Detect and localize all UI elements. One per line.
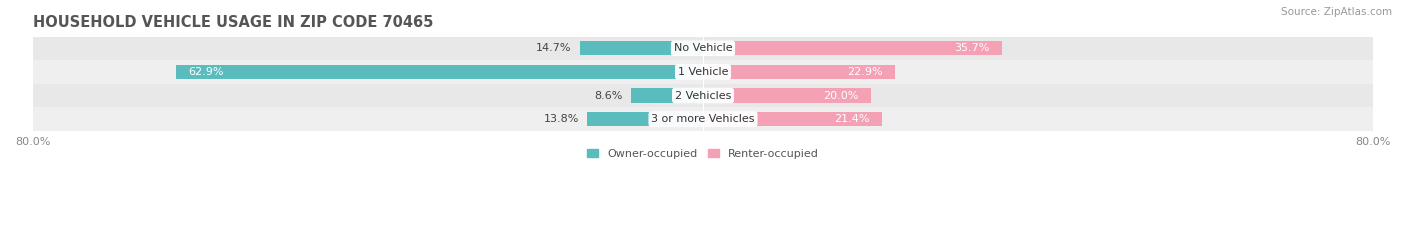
Text: 20.0%: 20.0%	[823, 90, 858, 100]
Bar	[703, 65, 894, 79]
Legend: Owner-occupied, Renter-occupied: Owner-occupied, Renter-occupied	[582, 144, 824, 163]
Text: 2 Vehicles: 2 Vehicles	[675, 90, 731, 100]
Text: 62.9%: 62.9%	[188, 67, 224, 77]
Bar	[588, 112, 703, 126]
Bar	[703, 89, 870, 103]
Bar	[32, 37, 1374, 60]
Text: 3 or more Vehicles: 3 or more Vehicles	[651, 114, 755, 124]
Text: 13.8%: 13.8%	[544, 114, 579, 124]
Text: 35.7%: 35.7%	[955, 43, 990, 53]
Text: 21.4%: 21.4%	[834, 114, 870, 124]
Bar	[176, 65, 703, 79]
Text: No Vehicle: No Vehicle	[673, 43, 733, 53]
Bar	[579, 41, 703, 55]
Text: Source: ZipAtlas.com: Source: ZipAtlas.com	[1281, 7, 1392, 17]
Bar	[32, 84, 1374, 107]
Bar	[32, 60, 1374, 84]
Bar	[32, 107, 1374, 131]
Text: HOUSEHOLD VEHICLE USAGE IN ZIP CODE 70465: HOUSEHOLD VEHICLE USAGE IN ZIP CODE 7046…	[32, 15, 433, 30]
Bar	[703, 112, 883, 126]
Text: 8.6%: 8.6%	[595, 90, 623, 100]
Text: 22.9%: 22.9%	[846, 67, 883, 77]
Text: 14.7%: 14.7%	[536, 43, 571, 53]
Bar	[703, 41, 1002, 55]
Bar	[631, 89, 703, 103]
Text: 1 Vehicle: 1 Vehicle	[678, 67, 728, 77]
